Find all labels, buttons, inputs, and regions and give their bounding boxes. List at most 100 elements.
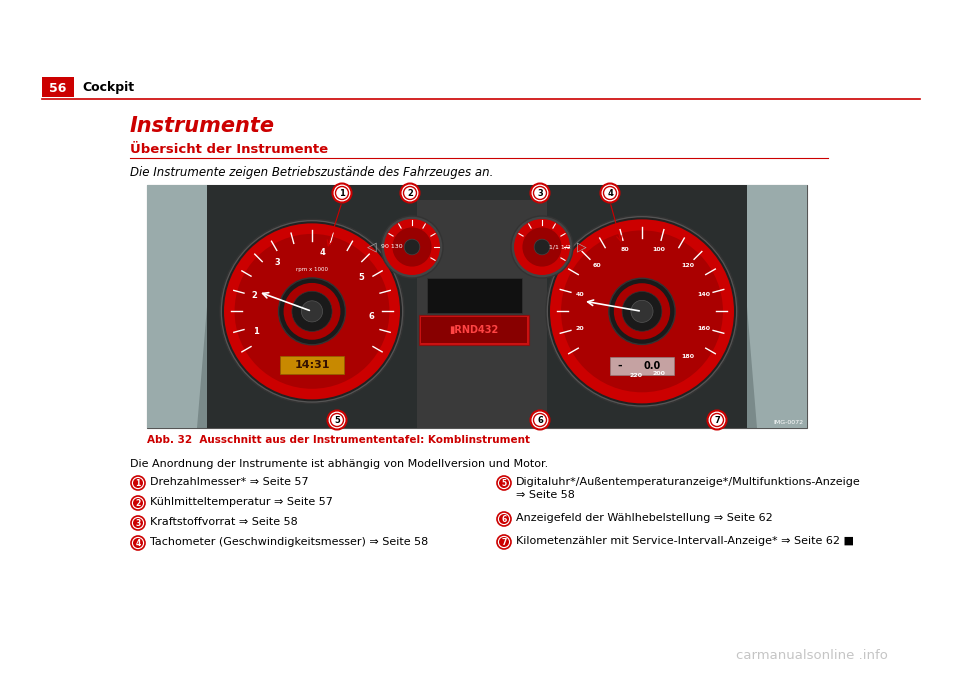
Circle shape	[534, 186, 546, 199]
Text: 5: 5	[334, 416, 340, 425]
Circle shape	[301, 301, 323, 322]
Text: ◁: ◁	[367, 241, 377, 254]
Text: Kraftstoffvorrat ⇒ Seite 58: Kraftstoffvorrat ⇒ Seite 58	[150, 517, 298, 527]
Circle shape	[497, 535, 511, 549]
Circle shape	[522, 227, 562, 266]
Text: 7: 7	[501, 538, 507, 546]
Circle shape	[499, 514, 509, 524]
Text: 80: 80	[621, 247, 630, 252]
Text: Anzeigefeld der Wählhebelstellung ⇒ Seite 62: Anzeigefeld der Wählhebelstellung ⇒ Seit…	[516, 513, 773, 523]
Circle shape	[131, 536, 145, 550]
Text: Digitaluhr*/Außentemperaturanzeige*/Multifunktions-Anzeige: Digitaluhr*/Außentemperaturanzeige*/Mult…	[516, 477, 861, 487]
Text: 4: 4	[135, 539, 140, 548]
Text: Die Instrumente zeigen Betriebszustände des Fahrzeuges an.: Die Instrumente zeigen Betriebszustände …	[130, 166, 493, 179]
Bar	[419, 315, 529, 345]
Circle shape	[384, 219, 440, 275]
Text: 20: 20	[575, 325, 584, 331]
Text: 14:31: 14:31	[295, 360, 329, 370]
Circle shape	[131, 516, 145, 530]
Text: Kilometenzähler mit Service-Intervall-Anzeige* ⇒ Seite 62 ■: Kilometenzähler mit Service-Intervall-An…	[516, 536, 854, 546]
Text: IMG-0072: IMG-0072	[774, 420, 804, 425]
Text: 56: 56	[49, 81, 66, 94]
Circle shape	[601, 184, 619, 203]
Text: 1: 1	[339, 188, 345, 198]
Circle shape	[534, 414, 546, 426]
Polygon shape	[737, 185, 807, 428]
Text: 4: 4	[320, 248, 325, 257]
Text: 2: 2	[135, 499, 140, 508]
Text: 3: 3	[275, 258, 280, 267]
Circle shape	[710, 414, 724, 426]
Circle shape	[546, 216, 738, 407]
Circle shape	[514, 219, 570, 275]
Circle shape	[133, 518, 143, 528]
Circle shape	[332, 184, 351, 203]
Text: 40: 40	[575, 292, 584, 297]
Circle shape	[548, 218, 736, 405]
Circle shape	[224, 223, 400, 399]
Circle shape	[531, 410, 549, 429]
Text: 3: 3	[538, 188, 542, 198]
Circle shape	[335, 186, 348, 199]
Circle shape	[278, 278, 346, 345]
Circle shape	[133, 478, 143, 488]
Bar	[427, 278, 522, 313]
Bar	[42, 77, 74, 97]
Circle shape	[220, 220, 404, 403]
Circle shape	[404, 239, 420, 255]
Text: Drehzahlmesser* ⇒ Seite 57: Drehzahlmesser* ⇒ Seite 57	[150, 477, 308, 487]
Text: 200: 200	[652, 371, 665, 376]
Circle shape	[622, 292, 661, 332]
Text: 6: 6	[501, 515, 507, 524]
Circle shape	[283, 283, 341, 340]
Text: 6: 6	[369, 312, 374, 321]
Circle shape	[133, 498, 143, 508]
Text: 1/1 1/2: 1/1 1/2	[549, 245, 571, 250]
Circle shape	[708, 410, 727, 429]
Circle shape	[531, 184, 549, 203]
Text: 5: 5	[501, 479, 507, 487]
Text: Tachometer (Geschwindigkeitsmesser) ⇒ Seite 58: Tachometer (Geschwindigkeitsmesser) ⇒ Se…	[150, 537, 428, 547]
Text: 5: 5	[358, 273, 364, 281]
Text: Kühlmitteltemperatur ⇒ Seite 57: Kühlmitteltemperatur ⇒ Seite 57	[150, 497, 333, 507]
Polygon shape	[147, 185, 217, 428]
Bar	[207, 185, 747, 428]
Bar	[147, 185, 807, 428]
Circle shape	[550, 220, 734, 403]
Text: 1: 1	[252, 327, 258, 336]
Circle shape	[330, 414, 344, 426]
Circle shape	[393, 227, 432, 266]
Text: 7: 7	[714, 416, 720, 425]
Circle shape	[534, 239, 550, 255]
Text: 100: 100	[652, 247, 665, 252]
Circle shape	[292, 292, 332, 332]
Circle shape	[327, 410, 347, 429]
Circle shape	[497, 476, 511, 490]
Circle shape	[131, 496, 145, 510]
Circle shape	[131, 476, 145, 490]
Text: ▷: ▷	[577, 241, 587, 254]
Circle shape	[511, 216, 573, 278]
Text: Die Anordnung der Instrumente ist abhängig von Modellversion und Motor.: Die Anordnung der Instrumente ist abhäng…	[130, 459, 548, 469]
Text: ⇒ Seite 58: ⇒ Seite 58	[516, 490, 575, 500]
Bar	[417, 200, 547, 428]
Circle shape	[499, 537, 509, 547]
Circle shape	[381, 216, 443, 278]
Circle shape	[403, 186, 417, 199]
Circle shape	[497, 512, 511, 526]
Text: 2: 2	[407, 188, 413, 198]
Circle shape	[222, 221, 402, 401]
Text: Abb. 32  Ausschnitt aus der Instrumententafel: Komblinstrument: Abb. 32 Ausschnitt aus der Instrumentent…	[147, 435, 530, 445]
Text: -: -	[617, 361, 622, 371]
Text: 140: 140	[698, 292, 710, 297]
Text: 1: 1	[135, 479, 140, 487]
Text: 90 130: 90 130	[381, 245, 403, 250]
Text: 60: 60	[592, 263, 601, 268]
Text: Cockpit: Cockpit	[82, 81, 134, 94]
Text: rpm x 1000: rpm x 1000	[296, 266, 328, 272]
Text: Übersicht der Instrumente: Übersicht der Instrumente	[130, 143, 328, 156]
Circle shape	[234, 234, 390, 388]
Text: 160: 160	[698, 325, 710, 331]
Bar	[280, 356, 344, 374]
Text: 220: 220	[630, 373, 643, 378]
